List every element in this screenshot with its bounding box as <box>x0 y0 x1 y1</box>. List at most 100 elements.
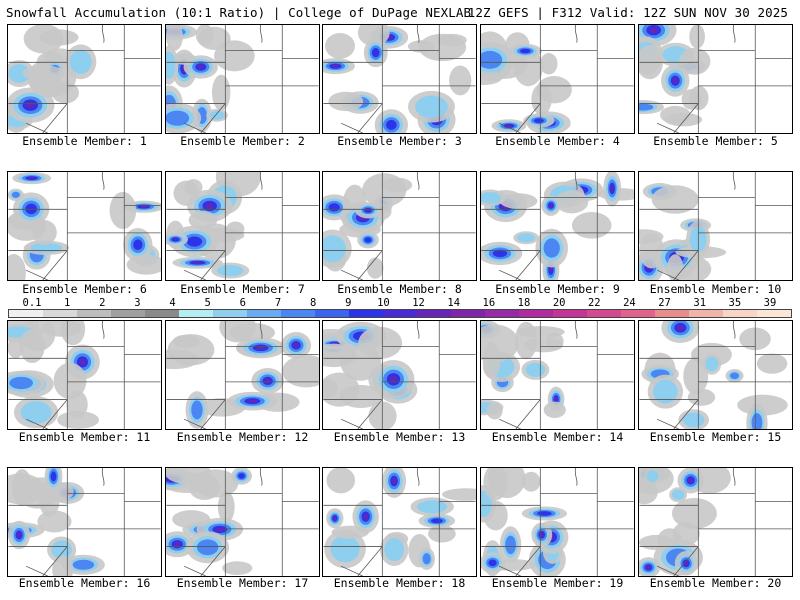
snowfall-map <box>639 468 792 576</box>
scale-swatch <box>349 310 383 317</box>
scale-tick-label: 1 <box>63 297 71 309</box>
snowfall-map <box>639 25 792 133</box>
scale-swatch <box>247 310 281 317</box>
ensemble-map-panel <box>638 320 793 430</box>
scale-tick-label: 0.1 <box>22 297 42 309</box>
scale-tick-label: 14 <box>447 297 461 309</box>
ensemble-member-label: Ensemble Member: 11 <box>18 430 151 444</box>
scale-tick-label: 16 <box>482 297 496 309</box>
ensemble-member-label: Ensemble Member: 18 <box>333 576 466 590</box>
scale-swatch <box>519 310 553 317</box>
snowfall-map <box>639 172 792 280</box>
ensemble-member-label: Ensemble Member: 5 <box>653 134 778 148</box>
scale-tick-label: 7 <box>274 297 282 309</box>
snowfall-map <box>323 172 476 280</box>
snowfall-map <box>323 25 476 133</box>
scale-swatch <box>553 310 587 317</box>
ensemble-member-label: Ensemble Member: 17 <box>176 576 309 590</box>
ensemble-member-label: Ensemble Member: 20 <box>649 576 782 590</box>
scale-tick-label: 3 <box>134 297 141 309</box>
ensemble-map-panel <box>480 24 635 134</box>
ensemble-map-panel <box>480 171 635 281</box>
scale-swatch <box>111 310 145 317</box>
scale-tick-label: 12 <box>412 297 425 309</box>
ensemble-map-panel <box>7 171 162 281</box>
ensemble-member-label: Ensemble Member: 7 <box>180 282 305 296</box>
ensemble-map-panel <box>638 24 793 134</box>
ensemble-member-label: Ensemble Member: 2 <box>180 134 305 148</box>
ensemble-map-panel <box>638 171 793 281</box>
scale-tick-label: 24 <box>623 297 636 309</box>
ensemble-map-panel <box>322 320 477 430</box>
scale-swatch <box>383 310 417 317</box>
scale-swatch <box>43 310 77 317</box>
scale-tick-label: 6 <box>239 297 247 309</box>
snowfall-map <box>8 321 161 429</box>
ensemble-member-label: Ensemble Member: 4 <box>495 134 620 148</box>
scale-tick-label: 9 <box>345 297 352 309</box>
ensemble-member-label: Ensemble Member: 3 <box>337 134 462 148</box>
snowfall-map <box>639 321 792 429</box>
scale-swatch <box>689 310 723 317</box>
snowfall-map <box>166 321 319 429</box>
scale-swatch <box>179 310 213 317</box>
snowfall-map <box>8 172 161 280</box>
scale-tick-label: 2 <box>99 297 106 309</box>
ensemble-map-panel <box>165 171 320 281</box>
ensemble-map-panel <box>165 467 320 577</box>
header-title: Snowfall Accumulation (10:1 Ratio) | Col… <box>6 5 472 20</box>
scale-tick-label: 35 <box>728 297 742 309</box>
scale-swatch <box>451 310 485 317</box>
scale-swatch <box>587 310 621 317</box>
ensemble-member-label: Ensemble Member: 6 <box>22 282 147 296</box>
snowfall-map <box>8 468 161 576</box>
ensemble-member-label: Ensemble Member: 16 <box>18 576 151 590</box>
snowfall-map <box>481 321 634 429</box>
ensemble-map-panel <box>7 467 162 577</box>
scale-tick-label: 20 <box>552 297 566 309</box>
scale-tick-label: 4 <box>169 297 176 309</box>
snowfall-map <box>481 468 634 576</box>
scale-tick-label: 39 <box>763 297 777 309</box>
scale-swatch <box>145 310 179 317</box>
scale-tick-label: 10 <box>377 297 390 309</box>
scale-swatch <box>9 310 43 317</box>
ensemble-member-label: Ensemble Member: 14 <box>491 430 624 444</box>
scale-swatch <box>723 310 757 317</box>
scale-swatch <box>485 310 519 317</box>
scale-swatch <box>213 310 247 317</box>
scale-swatch <box>315 310 349 317</box>
ensemble-member-label: Ensemble Member: 15 <box>649 430 782 444</box>
ensemble-map-panel <box>165 320 320 430</box>
scale-tick-label: 31 <box>693 297 707 309</box>
ensemble-member-label: Ensemble Member: 8 <box>337 282 462 296</box>
ensemble-map-panel <box>165 24 320 134</box>
snowfall-map <box>166 468 319 576</box>
ensemble-member-label: Ensemble Member: 13 <box>333 430 466 444</box>
snowfall-map <box>8 25 161 133</box>
ensemble-map-panel <box>322 24 477 134</box>
snowfall-map <box>323 321 476 429</box>
scale-tick-label: 27 <box>658 297 671 309</box>
ensemble-map-panel <box>480 320 635 430</box>
scale-swatch <box>281 310 315 317</box>
scale-bar <box>8 309 792 318</box>
ensemble-member-label: Ensemble Member: 10 <box>649 282 782 296</box>
header-run-info: 12Z GEFS | F312 Valid: 12Z SUN NOV 30 20… <box>467 5 788 20</box>
snowfall-map <box>166 172 319 280</box>
ensemble-map-panel <box>322 171 477 281</box>
scale-tick-label: 18 <box>517 297 531 309</box>
ensemble-member-label: Ensemble Member: 19 <box>491 576 624 590</box>
ensemble-map-panel <box>7 24 162 134</box>
snowfall-map <box>166 25 319 133</box>
ensemble-map-panel <box>7 320 162 430</box>
ensemble-map-panel <box>480 467 635 577</box>
scale-swatch <box>417 310 451 317</box>
scale-swatch <box>77 310 111 317</box>
scale-swatch <box>655 310 689 317</box>
scale-swatch <box>757 310 791 317</box>
ensemble-member-label: Ensemble Member: 1 <box>22 134 147 148</box>
snowfall-map <box>481 25 634 133</box>
ensemble-member-label: Ensemble Member: 9 <box>495 282 620 296</box>
scale-tick-label: 5 <box>204 297 211 309</box>
